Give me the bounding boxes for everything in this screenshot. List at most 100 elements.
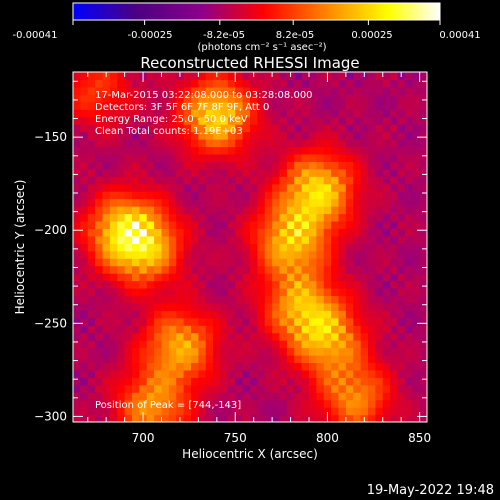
heatmap-cell	[235, 116, 244, 125]
heatmap-cell	[213, 280, 222, 289]
heatmap-cell	[412, 258, 421, 267]
heatmap-cell	[257, 116, 266, 125]
heatmap-cell	[257, 384, 266, 393]
heatmap-cell	[132, 124, 140, 133]
heatmap-cell	[390, 347, 399, 356]
chart-title: Reconstructed RHESSI Image	[140, 54, 359, 72]
heatmap-cell	[183, 295, 192, 304]
heatmap-cell	[109, 310, 118, 319]
heatmap-cell	[353, 310, 362, 319]
heatmap-cell	[161, 295, 170, 304]
heatmap-cell	[368, 72, 376, 81]
heatmap-cell	[338, 206, 347, 215]
heatmap-cell	[117, 124, 126, 133]
heatmap-cell	[73, 362, 81, 371]
heatmap-cell	[309, 332, 317, 341]
heatmap-cell	[250, 94, 258, 103]
heatmap-cell	[390, 101, 399, 110]
heatmap-cell	[139, 243, 148, 252]
heatmap-cell	[316, 399, 325, 408]
heatmap-cell	[80, 86, 89, 95]
heatmap-cell	[213, 228, 222, 237]
heatmap-cell	[139, 302, 148, 311]
heatmap-cell	[286, 183, 295, 192]
heatmap-cell	[323, 183, 332, 192]
heatmap-cell	[154, 153, 163, 162]
heatmap-cell	[213, 340, 222, 349]
heatmap-cell	[205, 198, 214, 207]
heatmap-cell	[286, 79, 295, 88]
heatmap-cell	[404, 250, 413, 259]
heatmap-cell	[412, 101, 421, 110]
heatmap-cell	[353, 176, 362, 185]
heatmap-cell	[213, 101, 222, 110]
heatmap-cell	[360, 131, 369, 140]
heatmap-cell	[390, 146, 399, 155]
heatmap-cell	[139, 325, 148, 334]
heatmap-cell	[95, 392, 104, 401]
heatmap-cell	[419, 153, 427, 162]
heatmap-cell	[95, 124, 104, 133]
heatmap-cell	[73, 287, 81, 297]
heatmap-cell	[117, 265, 126, 274]
heatmap-cell	[242, 295, 251, 304]
heatmap-cell	[316, 220, 325, 229]
heatmap-cell	[80, 325, 89, 334]
heatmap-cell	[272, 377, 281, 386]
heatmap-cell	[205, 280, 214, 289]
heatmap-cell	[345, 258, 354, 267]
heatmap-cell	[213, 94, 222, 103]
heatmap-cell	[132, 399, 140, 408]
heatmap-cell	[250, 369, 258, 378]
heatmap-cell	[87, 86, 96, 95]
heatmap-cell	[183, 131, 192, 140]
heatmap-cell	[102, 325, 111, 334]
heatmap-cell	[87, 183, 96, 192]
heatmap-cell	[390, 392, 399, 401]
heatmap-cell	[227, 94, 236, 103]
heatmap-cell	[139, 399, 148, 408]
heatmap-cell	[382, 273, 391, 282]
heatmap-cell	[109, 280, 118, 289]
heatmap-cell	[323, 101, 332, 110]
heatmap-cell	[213, 273, 222, 282]
heatmap-cell	[301, 183, 310, 192]
heatmap-cell	[301, 354, 310, 364]
heatmap-cell	[250, 347, 258, 356]
heatmap-cell	[146, 86, 155, 95]
heatmap-cell	[419, 399, 427, 408]
heatmap-cell	[345, 354, 354, 364]
heatmap-cell	[382, 176, 391, 185]
heatmap-cell	[345, 362, 354, 371]
heatmap-cell	[353, 168, 362, 177]
heatmap-cell	[235, 220, 244, 229]
heatmap-cell	[139, 407, 148, 416]
heatmap-cell	[220, 302, 229, 311]
heatmap-cell	[412, 109, 421, 118]
heatmap-cell	[257, 183, 266, 192]
heatmap-cell	[198, 146, 207, 155]
heatmap-cell	[360, 183, 369, 192]
heatmap-cell	[102, 407, 111, 416]
heatmap-cell	[264, 369, 273, 378]
heatmap-cell	[109, 273, 118, 282]
heatmap-cell	[73, 414, 81, 422]
heatmap-cell	[301, 146, 310, 155]
heatmap-cell	[412, 362, 421, 371]
heatmap-cell	[419, 101, 427, 110]
heatmap-cell	[338, 116, 347, 125]
heatmap-cell	[279, 265, 288, 274]
heatmap-cell	[161, 265, 170, 274]
heatmap-cell	[161, 206, 170, 215]
heatmap-cell	[375, 362, 384, 371]
heatmap-cell	[419, 228, 427, 237]
heatmap-cell	[286, 369, 295, 378]
heatmap-cell	[286, 161, 295, 170]
heatmap-cell	[191, 347, 199, 356]
heatmap-cell	[257, 362, 266, 371]
heatmap-cell	[168, 228, 177, 237]
heatmap-cell	[250, 220, 258, 229]
heatmap-cell	[132, 243, 140, 252]
heatmap-cell	[338, 101, 347, 110]
heatmap-cell	[264, 168, 273, 177]
